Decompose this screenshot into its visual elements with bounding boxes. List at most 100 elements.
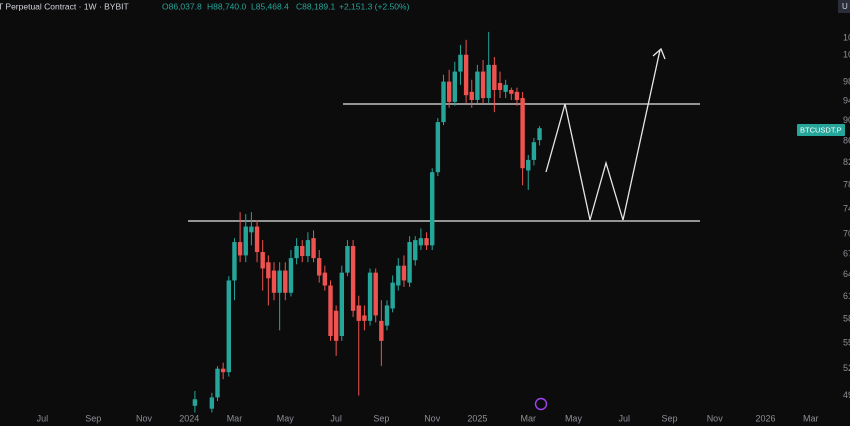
candle [356,295,361,396]
x-tick-label: Jul [37,413,49,423]
candle [237,212,243,263]
candle [260,240,265,291]
candle-body [497,82,503,90]
candle-body [486,64,491,99]
candle-body [288,258,294,293]
candle-body [271,270,277,293]
candle-body [350,246,356,311]
candle-body [480,71,486,99]
candle-body [249,226,254,233]
candle [379,300,384,367]
candle [322,265,328,291]
candles [192,31,542,413]
candle-body [413,240,418,261]
y-tick-label: 55000 [843,338,850,348]
candle [514,87,520,106]
event-marker[interactable] [534,397,548,411]
candle [424,232,429,251]
candle [401,255,407,287]
candle-body [407,242,412,283]
candle [339,265,344,341]
candle [350,240,356,317]
candle-body [215,368,220,398]
candle-body [237,242,243,256]
candle [333,305,339,356]
candle [441,74,446,126]
candle-body [537,128,542,141]
candle-body [463,54,469,96]
candle-body [435,122,441,173]
candle [492,56,497,113]
candle [254,220,260,263]
candle [300,240,305,263]
candle-body [243,226,248,256]
currency-box[interactable] [838,0,850,13]
candle-body [322,272,328,286]
projection-arrowhead [652,47,666,60]
candle [209,392,215,413]
candle-body [300,246,305,257]
candle [526,155,531,190]
candle-body [328,285,333,336]
candle [503,79,508,99]
candle-body [390,282,395,309]
candle-body [333,310,339,341]
x-tick-label: May [565,413,583,423]
close-value: C88,189.1 [296,1,335,11]
candle [413,236,418,266]
candle-body [520,98,525,169]
candle [435,118,441,177]
candle [407,236,412,287]
y-tick-label: 70000 [843,229,850,239]
candle-body [294,246,299,259]
candle [396,258,401,291]
candle [345,240,350,277]
candle-body [226,280,231,373]
currency[interactable]: U [842,2,848,11]
candle-body [458,54,463,72]
candle [226,276,231,377]
x-tick-label: 2024 [179,413,199,423]
candle-body [220,368,226,373]
candle-body [396,265,401,286]
candle-body [311,238,316,259]
axes: 108000 104000 98000 94000 90000 86000 82000 780… [37,33,850,424]
candle [311,230,316,263]
y-tick-label: 108000 [843,33,850,43]
low-value: L85,468.4 [251,1,289,11]
candle-body [452,71,457,102]
candle-body [492,64,497,90]
high-value: H88,740.0 [207,1,246,11]
y-tick-label: 82000 [843,157,850,167]
y-tick-label: 104000 [843,50,850,60]
candle [277,262,282,331]
candle-body [362,315,367,321]
candle-body [373,272,378,316]
x-tick-label: Jul [619,413,631,423]
candle-body [384,305,390,326]
x-tick-label: Sep [661,413,677,423]
candle [294,238,299,265]
candle [305,232,311,263]
candle-body [531,142,537,160]
candle [362,305,367,331]
candle [390,275,395,313]
x-tick-label: Sep [85,413,101,423]
candle-body [514,91,520,100]
price-badge-label: BTCUSDT.P [800,125,842,134]
candle [249,212,254,246]
x-tick-label: Nov [707,413,724,423]
candle [373,268,378,323]
x-tick-label: Nov [136,413,153,423]
event-icon[interactable] [534,397,548,411]
open-value: O86,037.8 [162,1,202,11]
candle [497,71,503,99]
candle [463,39,469,103]
candle-body [367,272,373,321]
x-tick-label: 2025 [467,413,487,423]
candle-body [339,272,344,336]
candle [192,390,198,413]
header: T Perpetual Contract · 1W · BYBIT O86,03… [0,0,850,13]
